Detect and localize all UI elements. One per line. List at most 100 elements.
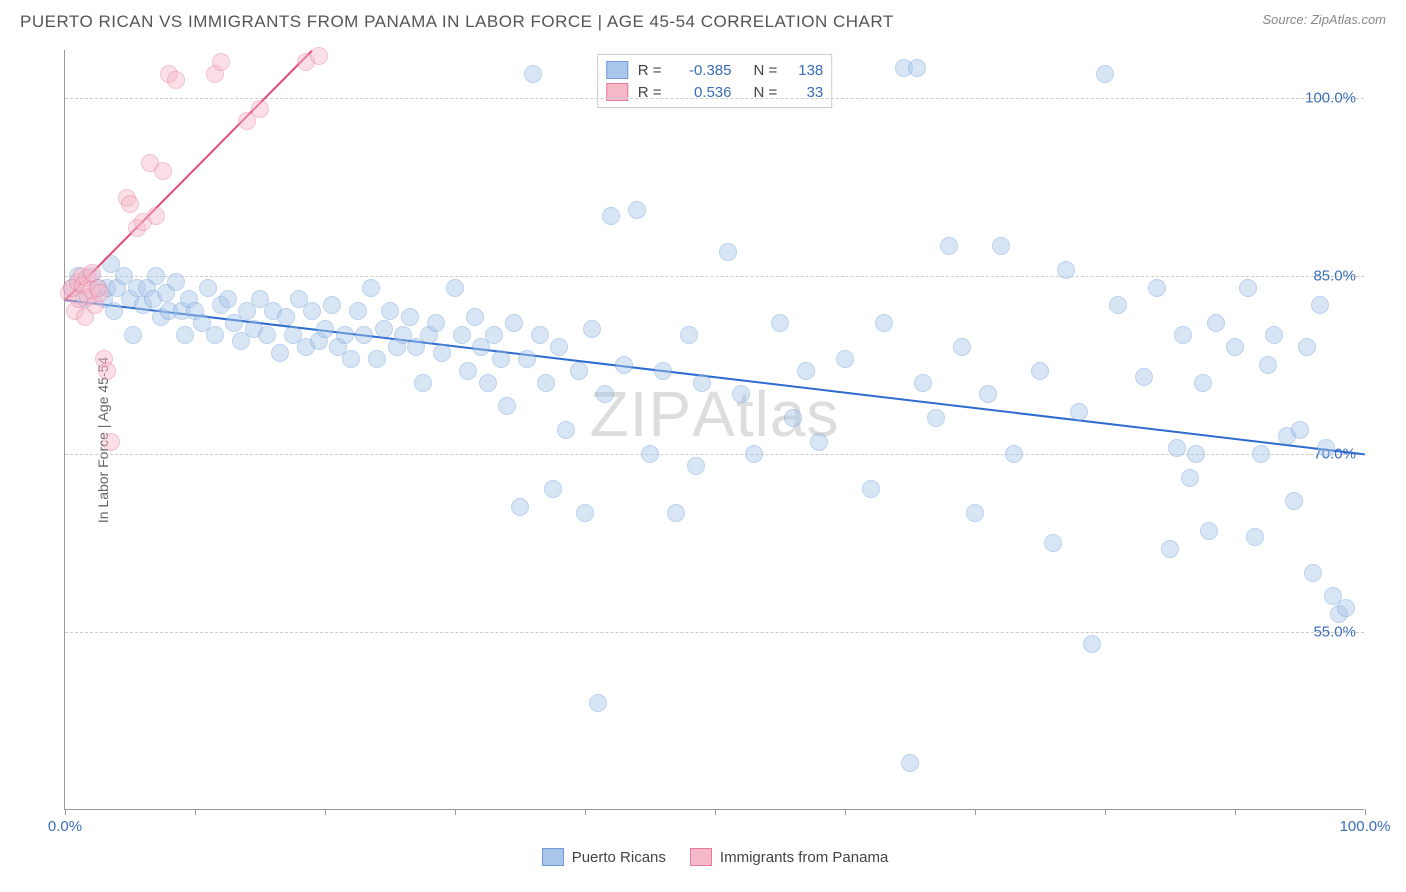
data-point: [537, 374, 555, 392]
data-point: [732, 385, 750, 403]
data-point: [511, 498, 529, 516]
data-point: [303, 302, 321, 320]
data-point: [628, 201, 646, 219]
data-point: [414, 374, 432, 392]
x-tick: [1235, 809, 1236, 815]
data-point: [1168, 439, 1186, 457]
data-point: [1252, 445, 1270, 463]
data-point: [810, 433, 828, 451]
x-tick: [1105, 809, 1106, 815]
source-credit: Source: ZipAtlas.com: [1262, 12, 1386, 27]
data-point: [1096, 65, 1114, 83]
data-point: [1304, 564, 1322, 582]
data-point: [336, 326, 354, 344]
data-point: [914, 374, 932, 392]
data-point: [797, 362, 815, 380]
data-point: [466, 308, 484, 326]
data-point: [1285, 492, 1303, 510]
data-point: [277, 308, 295, 326]
data-point: [459, 362, 477, 380]
data-point: [687, 457, 705, 475]
data-point: [602, 207, 620, 225]
data-point: [219, 290, 237, 308]
data-point: [121, 195, 139, 213]
x-tick: [975, 809, 976, 815]
data-point: [745, 445, 763, 463]
data-point: [680, 326, 698, 344]
data-point: [719, 243, 737, 261]
data-point: [953, 338, 971, 356]
data-point: [1194, 374, 1212, 392]
data-point: [550, 338, 568, 356]
data-point: [479, 374, 497, 392]
data-point: [641, 445, 659, 463]
data-point: [531, 326, 549, 344]
data-point: [199, 279, 217, 297]
data-point: [1135, 368, 1153, 386]
data-point: [1226, 338, 1244, 356]
data-point: [1083, 635, 1101, 653]
data-point: [105, 302, 123, 320]
x-tick-label: 0.0%: [48, 818, 82, 835]
data-point: [212, 53, 230, 71]
data-point: [1174, 326, 1192, 344]
data-point: [147, 267, 165, 285]
data-point: [323, 296, 341, 314]
data-point: [251, 100, 269, 118]
data-point: [1148, 279, 1166, 297]
data-point: [492, 350, 510, 368]
data-point: [1265, 326, 1283, 344]
data-point: [518, 350, 536, 368]
data-point: [1317, 439, 1335, 457]
series-legend: Puerto RicansImmigrants from Panama: [40, 848, 1390, 866]
data-point: [91, 284, 109, 302]
x-tick: [845, 809, 846, 815]
data-point: [427, 314, 445, 332]
data-point: [147, 207, 165, 225]
data-point: [1259, 356, 1277, 374]
data-point: [375, 320, 393, 338]
data-point: [271, 344, 289, 362]
chart-container: In Labor Force | Age 45-54 ZIPAtlas R =-…: [40, 50, 1390, 830]
data-point: [1044, 534, 1062, 552]
data-point: [1311, 296, 1329, 314]
data-point: [1005, 445, 1023, 463]
trend-line: [64, 50, 312, 301]
chart-title: PUERTO RICAN VS IMMIGRANTS FROM PANAMA I…: [20, 12, 894, 32]
data-point: [836, 350, 854, 368]
data-point: [875, 314, 893, 332]
data-point: [901, 754, 919, 772]
data-point: [524, 65, 542, 83]
y-tick-label: 55.0%: [1313, 623, 1356, 640]
data-point: [368, 350, 386, 368]
data-point: [505, 314, 523, 332]
data-point: [771, 314, 789, 332]
data-point: [1031, 362, 1049, 380]
data-point: [940, 237, 958, 255]
data-point: [258, 326, 276, 344]
data-point: [433, 344, 451, 362]
data-point: [349, 302, 367, 320]
data-point: [654, 362, 672, 380]
data-point: [453, 326, 471, 344]
data-point: [557, 421, 575, 439]
legend-swatch: [606, 61, 628, 79]
data-point: [342, 350, 360, 368]
data-point: [498, 397, 516, 415]
data-point: [401, 308, 419, 326]
data-point: [1291, 421, 1309, 439]
data-point: [355, 326, 373, 344]
legend-item: Immigrants from Panama: [690, 848, 888, 866]
data-point: [1246, 528, 1264, 546]
data-point: [693, 374, 711, 392]
x-tick: [715, 809, 716, 815]
x-tick: [455, 809, 456, 815]
data-point: [862, 480, 880, 498]
data-point: [1239, 279, 1257, 297]
gridline: [65, 632, 1364, 633]
data-point: [667, 504, 685, 522]
data-point: [966, 504, 984, 522]
data-point: [154, 162, 172, 180]
data-point: [589, 694, 607, 712]
gridline: [65, 98, 1364, 99]
